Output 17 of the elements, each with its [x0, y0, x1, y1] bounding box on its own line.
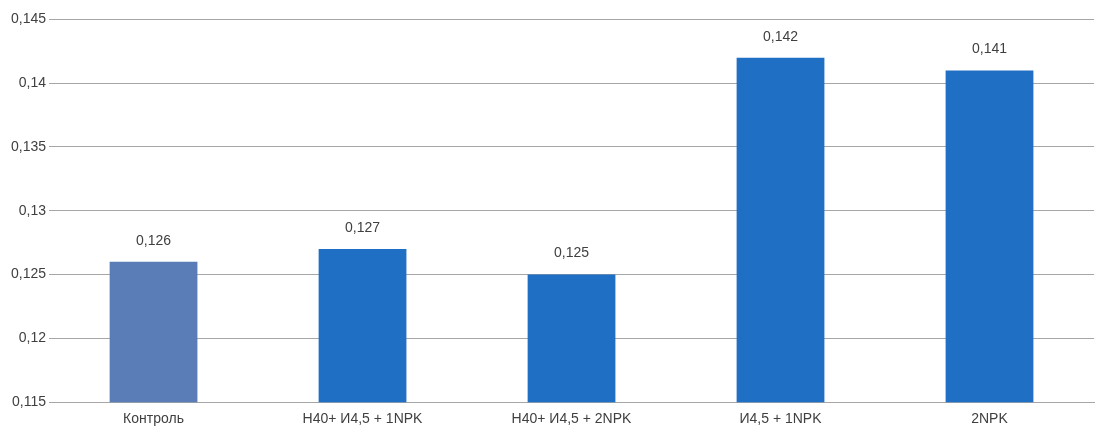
x-tick-label: Контроль	[123, 410, 184, 427]
y-tick-label: 0,125	[10, 265, 47, 282]
y-tick-label: 0,12	[18, 329, 47, 346]
y-tick-label: 0,14	[18, 74, 47, 91]
data-label: 0,125	[553, 244, 590, 261]
x-tick-label: 2NPK	[971, 410, 1009, 427]
x-tick-label: Н40+ И4,5 + 1NPK	[302, 410, 424, 427]
y-tick-label: 0,135	[10, 137, 47, 154]
data-label: 0,142	[762, 27, 799, 44]
data-label: 0,126	[136, 231, 172, 248]
x-tick-label: И4,5 + 1NPK	[739, 410, 823, 427]
data-label: 0,141	[971, 40, 1008, 57]
y-tick-label: 0,115	[12, 393, 47, 410]
y-tick-label: 0,145	[10, 10, 47, 27]
data-label: 0,127	[345, 218, 381, 235]
x-tick-label: Н40+ И4,5 + 2NPK	[511, 410, 633, 427]
y-tick-label: 0,13	[18, 201, 47, 218]
